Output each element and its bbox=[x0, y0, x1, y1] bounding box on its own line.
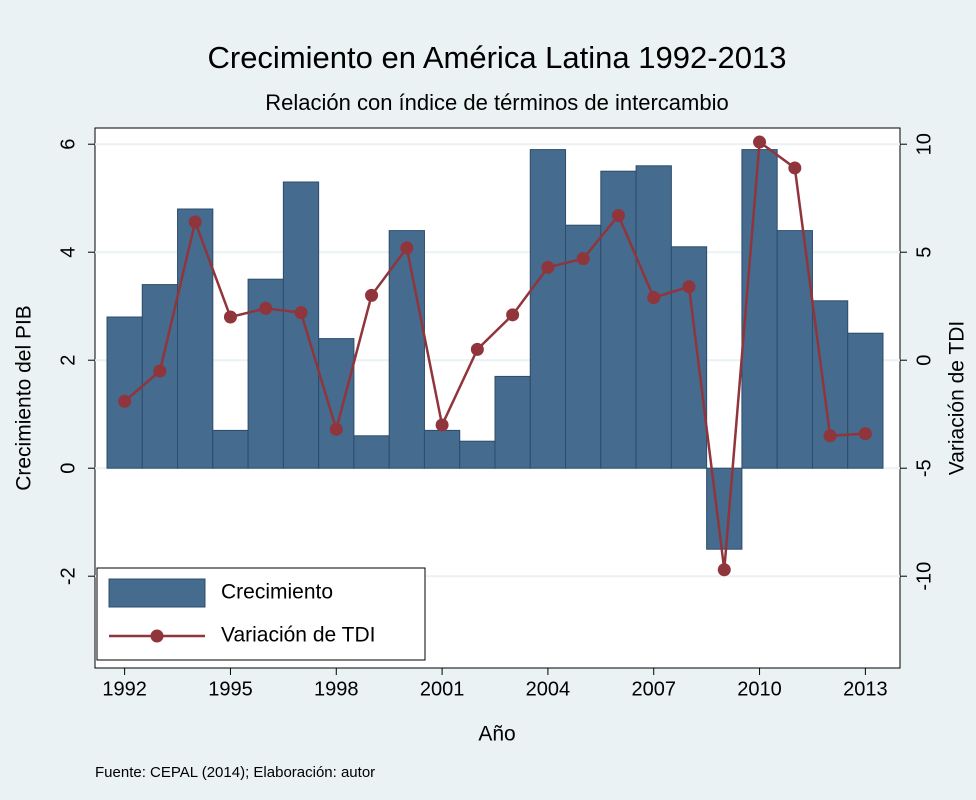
y-tick-label: 4 bbox=[57, 247, 79, 258]
y-tick-label: 6 bbox=[57, 139, 79, 150]
legend-label: Crecimiento bbox=[221, 581, 333, 604]
y-axis-label: Crecimiento del PIB bbox=[13, 305, 36, 491]
x-tick-label: 1998 bbox=[314, 678, 359, 700]
y2-axis-label: Variación de TDI bbox=[946, 321, 969, 475]
y2-tick-label: 5 bbox=[913, 247, 935, 258]
bar bbox=[670, 246, 708, 469]
x-tick-label: 2010 bbox=[737, 678, 782, 700]
bar bbox=[282, 181, 320, 469]
point bbox=[647, 291, 661, 305]
y2-tick-label: 10 bbox=[913, 133, 935, 155]
point bbox=[223, 310, 237, 324]
y2-tick-label: 0 bbox=[913, 355, 935, 366]
point bbox=[753, 135, 767, 149]
bar bbox=[353, 435, 390, 469]
point bbox=[823, 429, 837, 443]
bar bbox=[212, 429, 249, 469]
point bbox=[858, 427, 872, 441]
bar bbox=[494, 375, 531, 469]
y-tick-label: -2 bbox=[57, 567, 79, 585]
point bbox=[365, 288, 379, 302]
bar bbox=[847, 332, 884, 469]
y-tick-label: 2 bbox=[57, 355, 79, 366]
point bbox=[611, 208, 625, 222]
chart-title: Crecimiento en América Latina 1992-2013 bbox=[207, 40, 786, 75]
bar bbox=[459, 440, 496, 469]
point bbox=[259, 301, 273, 315]
bar bbox=[776, 230, 813, 469]
point bbox=[788, 161, 802, 175]
point bbox=[717, 563, 731, 577]
legend-swatch bbox=[150, 629, 164, 643]
bar bbox=[529, 149, 567, 469]
bar bbox=[811, 300, 849, 469]
bar bbox=[565, 224, 602, 469]
y2-tick-label: -5 bbox=[913, 459, 935, 477]
point bbox=[576, 252, 590, 266]
bar bbox=[177, 208, 214, 469]
point bbox=[506, 308, 520, 322]
bar bbox=[106, 316, 143, 469]
chart-subtitle: Relación con índice de términos de inter… bbox=[265, 90, 728, 115]
bar bbox=[388, 230, 425, 469]
y2-tick-label: -10 bbox=[913, 562, 935, 591]
note: Fuente: CEPAL (2014); Elaboración: autor bbox=[95, 764, 375, 781]
x-tick-label: 2013 bbox=[843, 678, 888, 700]
legend-label: Variación de TDI bbox=[221, 624, 375, 647]
x-tick-label: 1995 bbox=[208, 678, 253, 700]
x-tick-label: 2007 bbox=[631, 678, 676, 700]
y-tick-label: 0 bbox=[57, 463, 79, 474]
legend-swatch bbox=[108, 578, 206, 608]
bar bbox=[318, 338, 355, 469]
point bbox=[118, 394, 132, 408]
point bbox=[470, 342, 484, 356]
point bbox=[294, 306, 308, 320]
x-tick-label: 2001 bbox=[420, 678, 465, 700]
point bbox=[188, 215, 202, 229]
axes: -2 0 2 4 6 -10 -5 0 5 10 1992 1995 1998 2001 2004 2007 2… bbox=[57, 133, 935, 700]
legend: Crecimiento Variación de TDI bbox=[96, 567, 426, 661]
line bbox=[123, 139, 866, 570]
x-tick-label: 2004 bbox=[526, 678, 571, 700]
bar bbox=[741, 149, 778, 469]
x-tick-label: 1992 bbox=[102, 678, 147, 700]
point bbox=[541, 260, 555, 274]
point bbox=[400, 241, 414, 255]
x-axis-label: Año bbox=[478, 723, 515, 746]
point bbox=[435, 418, 449, 432]
bar bbox=[635, 165, 672, 469]
point bbox=[329, 422, 343, 436]
marks bbox=[106, 135, 884, 577]
point bbox=[682, 280, 696, 294]
point bbox=[153, 364, 167, 378]
bar bbox=[423, 429, 461, 469]
